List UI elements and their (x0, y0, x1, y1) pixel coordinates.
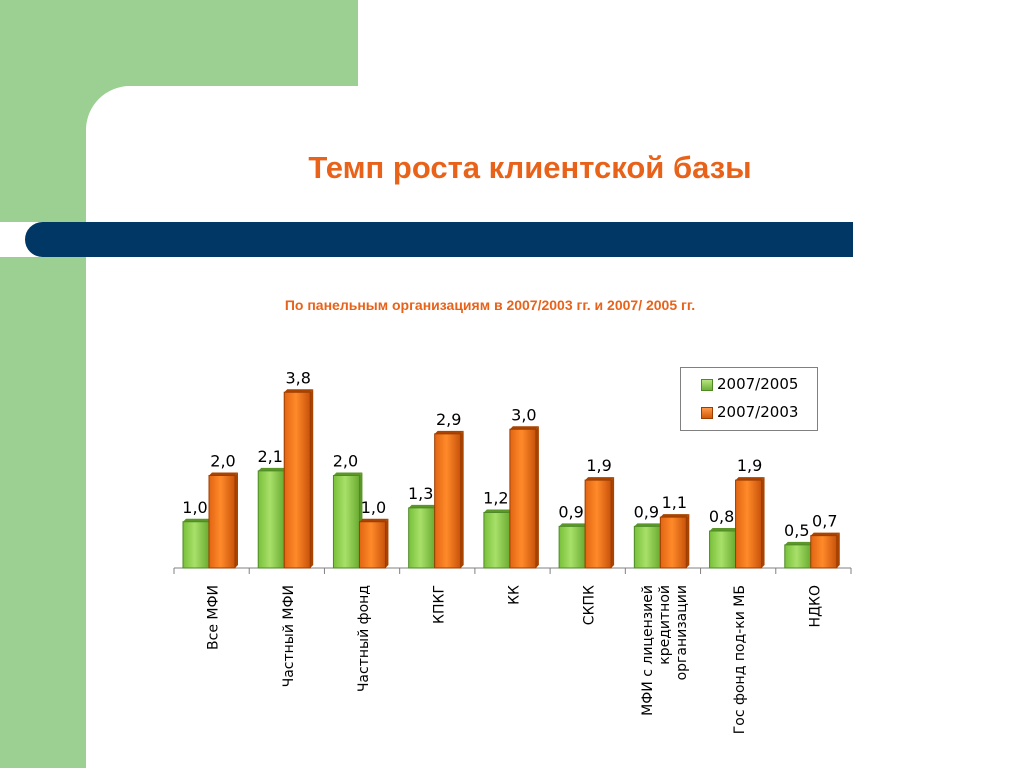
bar-green (332, 475, 360, 569)
bar-side (460, 430, 464, 568)
bar-green (558, 525, 586, 569)
bar-side (611, 477, 615, 568)
bar-orange (208, 475, 236, 569)
bar-orange (584, 479, 612, 569)
bar-orange (735, 479, 763, 569)
data-label: 0,5 (784, 521, 809, 540)
data-label: 3,8 (285, 368, 310, 387)
bar-top (483, 509, 513, 513)
data-label: 0,9 (634, 502, 659, 521)
bar-top (660, 514, 690, 518)
legend-swatch-orange (701, 407, 713, 419)
data-label: 2,0 (333, 452, 358, 471)
category-label: НДКО (807, 585, 823, 627)
category-label: Частный фонд (356, 585, 372, 692)
category-label: КК (507, 585, 523, 605)
legend-label: 2007/2003 (717, 403, 799, 421)
bar-green (633, 525, 661, 569)
chart-legend: 2007/2005 2007/2003 (680, 367, 818, 431)
bar-green (784, 544, 812, 569)
bar-top (585, 477, 615, 481)
bar-green (257, 470, 285, 569)
category-label: Гос фонд под-ки МБ (732, 585, 748, 734)
category-label: СКПК (582, 585, 598, 625)
header-band (25, 222, 853, 257)
data-label: 3,0 (511, 405, 536, 424)
data-label: 1,0 (361, 498, 386, 517)
data-label: 1,2 (483, 489, 508, 508)
data-label: 1,9 (586, 456, 611, 475)
bar-side (836, 532, 840, 568)
data-label: 1,0 (182, 498, 207, 517)
bar-top (709, 528, 739, 531)
bar-side (535, 426, 539, 568)
category-label: организации (674, 585, 690, 680)
bar-side (686, 514, 690, 568)
bar-orange (659, 516, 687, 569)
bar-side (310, 389, 314, 568)
data-label: 0,8 (709, 507, 734, 526)
bar-green (182, 521, 210, 569)
bar-top (333, 472, 363, 476)
bar-top (735, 477, 765, 481)
data-label: 1,9 (737, 456, 762, 475)
data-label: 2,9 (436, 410, 461, 429)
category-label: КПКГ (431, 585, 447, 624)
bar-orange (358, 521, 386, 569)
bar-side (235, 472, 238, 568)
bar-top (359, 518, 389, 522)
content-panel (86, 86, 1024, 768)
bar-top (209, 472, 238, 476)
bar-orange (509, 428, 537, 569)
data-label: 0,9 (558, 502, 583, 521)
category-label: МФИ с лицензией (640, 585, 656, 716)
bar-green (483, 512, 511, 569)
bar-top (784, 541, 814, 545)
bar-top (408, 504, 438, 508)
bar-green (709, 530, 737, 569)
bar-orange (810, 535, 838, 569)
legend-swatch-green (701, 379, 713, 391)
bar-top (509, 426, 539, 430)
bar-side (385, 518, 389, 568)
bar-orange (283, 391, 311, 569)
bar-top (434, 430, 464, 434)
data-label: 2,1 (257, 447, 282, 466)
legend-label: 2007/2005 (717, 375, 799, 393)
bar-top (258, 467, 288, 471)
bar-green (408, 507, 436, 569)
page-title: Темп роста клиентской базы (308, 150, 752, 185)
bar-top (559, 523, 589, 527)
data-label: 1,1 (662, 493, 687, 512)
bar-top (284, 389, 314, 393)
bar-side (761, 477, 765, 568)
data-label: 2,0 (210, 452, 235, 471)
category-label: Все МФИ (206, 585, 222, 650)
bar-top (183, 518, 212, 522)
data-label: 0,7 (812, 512, 837, 531)
category-label: Частный МФИ (281, 585, 297, 687)
bar-top (634, 523, 664, 527)
category-label: кредитной (657, 585, 673, 665)
bar-top (810, 532, 840, 536)
bar-orange (434, 433, 462, 569)
data-label: 1,3 (408, 484, 433, 503)
chart-subtitle: По панельным организациям в 2007/2003 гг… (284, 297, 696, 313)
